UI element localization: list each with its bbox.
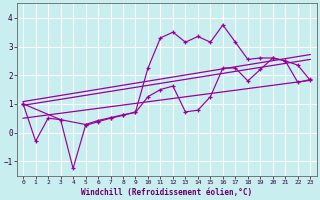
X-axis label: Windchill (Refroidissement éolien,°C): Windchill (Refroidissement éolien,°C) xyxy=(81,188,252,197)
